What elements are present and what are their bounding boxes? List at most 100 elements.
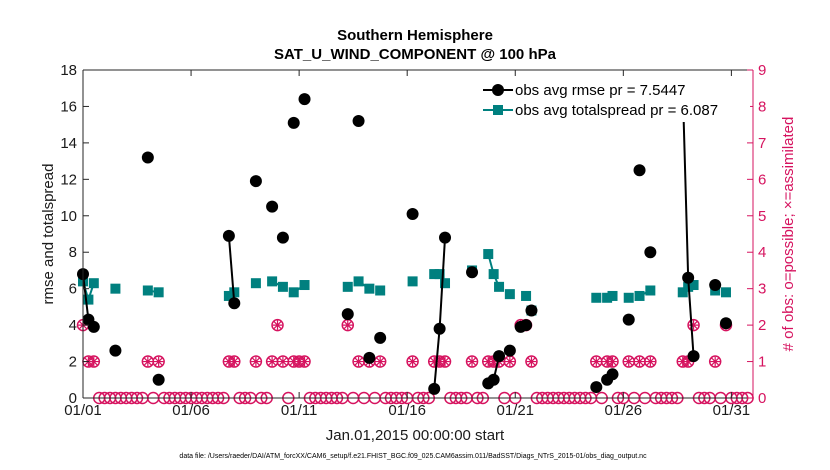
spread-point-11-0 <box>429 269 440 280</box>
obs-possible-marker-36 <box>271 318 284 332</box>
obs-possible-marker-55 <box>373 355 387 368</box>
obs-possible-marker-105 <box>644 355 657 368</box>
spread-point-3-0 <box>223 290 234 301</box>
rmse-point-21-0 <box>590 381 603 394</box>
legend-rmse-marker <box>492 84 504 96</box>
rmse-point-10-0 <box>341 308 354 321</box>
y-left-tick-label-1: 2 <box>69 354 77 371</box>
y-left-tick-label-5: 10 <box>60 208 77 225</box>
y-axis-label-right: # of obs: o=possible; ×=assimilated <box>780 117 797 352</box>
y-axis-label-left: rmse and totalspread <box>40 164 57 305</box>
obs-assimilated-marker-55 <box>375 356 385 367</box>
spread-point-21-0 <box>677 287 688 298</box>
spread-point-0-2 <box>88 278 99 289</box>
rmse-point-13-0 <box>374 331 387 344</box>
rmse-point-25-0 <box>644 246 657 259</box>
obs-possible-marker-72 <box>465 355 479 368</box>
rmse-point-2-0 <box>141 151 154 164</box>
rmse-point-19-1 <box>520 319 533 332</box>
y-right-tick-label-2: 2 <box>758 317 766 334</box>
obs-possible-marker-28 <box>228 355 241 368</box>
obs-assimilated-marker-12 <box>143 356 153 367</box>
obs-possible-marker-113 <box>687 318 700 332</box>
x-tick-label-3: 01/16 <box>388 402 426 419</box>
obs-assimilated-marker-101 <box>623 356 634 367</box>
obs-possible-marker-117 <box>708 355 722 368</box>
obs-assimilated-marker-36 <box>272 320 283 330</box>
y-right-tick-label-9: 9 <box>758 62 766 79</box>
chart-title-line1: Southern Hemisphere <box>337 27 493 44</box>
spread-point-5-0 <box>267 276 278 287</box>
obs-possible-marker-61 <box>406 355 419 368</box>
rmse-point-0-2 <box>87 320 100 333</box>
obs-assimilated-marker-2 <box>89 356 99 367</box>
legend-box <box>478 76 750 122</box>
rmse-point-28-0 <box>719 317 732 330</box>
y-left-tick-label-6: 12 <box>60 171 77 188</box>
y-right-tick-label-1: 1 <box>758 354 766 371</box>
obs-assimilated-marker-14 <box>153 356 164 367</box>
x-tick-label-4: 01/21 <box>496 402 534 419</box>
spread-point-7-0 <box>342 281 353 292</box>
rmse-point-18-0 <box>503 344 516 357</box>
rmse-point-14-0 <box>406 207 419 220</box>
rmse-point-3-0 <box>152 373 165 386</box>
spread-point-5-1 <box>277 281 288 292</box>
series-layer <box>76 82 754 405</box>
y-right-tick-label-0: 0 <box>758 390 766 407</box>
spread-point-6-0 <box>288 287 299 298</box>
obs-possible-marker-98 <box>606 355 619 368</box>
obs-assimilated-marker-112 <box>683 356 693 367</box>
obs-assimilated-marker-113 <box>688 320 699 330</box>
plot-area <box>83 70 753 398</box>
legend-entry-rmse: obs avg rmse pr = 7.5447 <box>515 82 686 99</box>
rmse-point-4-1 <box>228 297 241 310</box>
spread-point-20-0 <box>634 290 645 301</box>
y-right-tick-label-8: 8 <box>758 98 766 115</box>
y-left-tick-label-2: 4 <box>69 317 77 334</box>
spread-point-17-0 <box>591 292 602 303</box>
spread-point-2-0 <box>142 285 153 296</box>
obs-assimilated-marker-67 <box>440 356 450 367</box>
obs-assimilated-marker-117 <box>710 356 720 367</box>
spread-point-8-0 <box>353 276 364 287</box>
obs-assimilated-marker-28 <box>229 356 240 367</box>
rmse-point-15-0 <box>428 382 441 395</box>
rmse-point-26-1 <box>682 271 695 284</box>
data-file-note: data file: /Users/raeder/DAI/ATM_forcXX/… <box>179 453 647 460</box>
obs-possible-marker-14 <box>152 355 165 368</box>
obs-assimilated-marker-105 <box>645 356 656 367</box>
spread-point-23-0 <box>720 287 731 298</box>
plot-frame <box>82 69 754 399</box>
spread-point-11-2 <box>440 278 451 289</box>
obs-assimilated-marker-35 <box>267 356 277 367</box>
rmse-point-5-0 <box>249 175 262 188</box>
obs-assimilated-marker-41 <box>299 356 310 367</box>
obs-possible-marker-67 <box>438 355 452 368</box>
spread-point-21-2 <box>688 280 699 291</box>
obs-assimilated-marker-61 <box>407 356 418 367</box>
obs-possible-marker-83 <box>525 355 538 368</box>
rmse-point-17-1 <box>487 373 500 386</box>
rmse-point-12-0 <box>363 351 376 364</box>
spread-point-15-0 <box>521 290 532 301</box>
spread-point-8-1 <box>364 283 375 294</box>
rmse-point-15-1 <box>433 322 446 335</box>
spread-point-18-1 <box>607 290 618 301</box>
rmse-point-9-0 <box>298 93 311 106</box>
rmse-point-27-0 <box>709 279 722 292</box>
obs-assimilated-marker-37 <box>278 356 288 367</box>
rmse-point-15-2 <box>439 231 452 244</box>
y-right-tick-label-7: 7 <box>758 135 766 152</box>
obs-assimilated-marker-103 <box>634 356 645 367</box>
obs-possible-marker-32 <box>249 355 263 368</box>
rmse-line-segment-4 <box>227 235 236 304</box>
obs-possible-marker-41 <box>298 355 311 368</box>
rmse-point-26-2 <box>687 350 700 363</box>
y-right-tick-label-6: 6 <box>758 171 766 188</box>
y-right-tick-label-4: 4 <box>758 244 766 261</box>
spread-point-19-0 <box>623 292 634 303</box>
obs-assimilated-marker-49 <box>342 320 353 330</box>
y-right-tick-label-5: 5 <box>758 208 766 225</box>
